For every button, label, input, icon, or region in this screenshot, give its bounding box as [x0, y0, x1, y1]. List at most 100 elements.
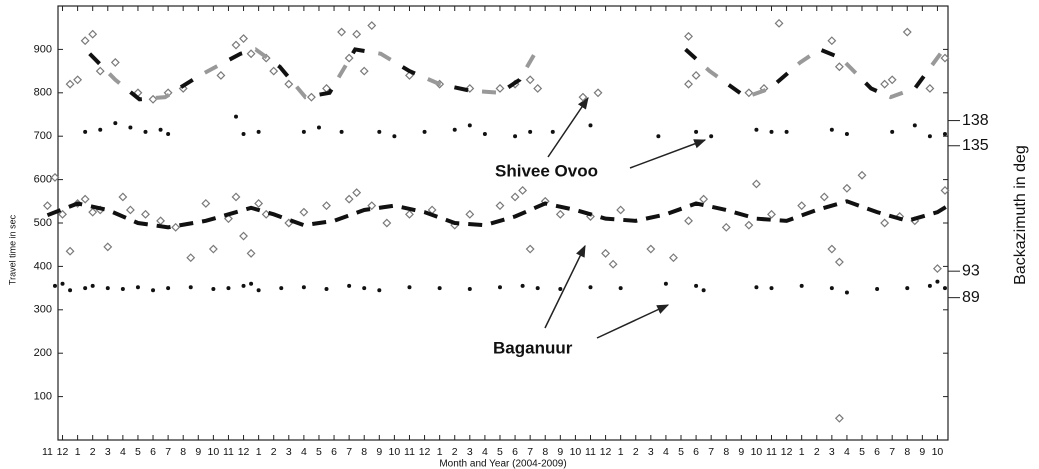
x-tick-label: 9: [919, 446, 925, 458]
x-tick-label: 1: [75, 446, 81, 458]
x-tick-label: 6: [874, 446, 880, 458]
point: [60, 281, 65, 286]
x-tick-label: 10: [751, 446, 763, 458]
point: [231, 192, 241, 202]
point: [42, 201, 52, 211]
point: [158, 127, 163, 132]
x-tick-label: 9: [376, 446, 382, 458]
point: [284, 79, 294, 89]
point: [367, 21, 377, 30]
x-tick-label: 4: [663, 446, 669, 458]
point: [608, 259, 618, 269]
x-tick-label: 1: [437, 446, 443, 458]
point: [550, 129, 555, 134]
point: [774, 18, 784, 28]
point: [407, 285, 412, 290]
point: [656, 134, 661, 139]
x-tick-label: 5: [497, 446, 503, 458]
point: [593, 88, 603, 98]
point: [467, 123, 472, 128]
x-tick-label: 11: [42, 446, 53, 458]
point: [616, 205, 626, 215]
y2-axis-label: Backazimuth in deg: [1012, 145, 1029, 285]
point: [940, 186, 950, 195]
point: [942, 286, 947, 291]
x-tick-label: 12: [600, 446, 612, 458]
point: [701, 288, 706, 293]
x-tick-label: 12: [57, 446, 69, 458]
arrow: [629, 139, 707, 169]
x-tick-label: 4: [844, 446, 850, 458]
point: [68, 288, 73, 293]
point: [784, 129, 789, 134]
point: [208, 244, 218, 254]
point: [510, 192, 520, 202]
point: [797, 201, 807, 211]
x-tick-label: 8: [904, 446, 910, 458]
point: [887, 75, 897, 85]
point: [239, 34, 248, 43]
point: [166, 286, 171, 291]
point: [465, 84, 475, 93]
point: [533, 84, 543, 93]
point: [58, 209, 67, 219]
point: [120, 286, 125, 291]
point: [254, 199, 264, 208]
point: [588, 285, 593, 290]
x-tick-label: 7: [527, 446, 533, 458]
y2-tick-label: 89: [962, 289, 980, 306]
point: [279, 286, 284, 291]
x-tick-label: 5: [678, 446, 684, 458]
point: [105, 286, 110, 291]
point: [256, 288, 261, 293]
x-tick-label: 3: [829, 446, 835, 458]
arrow: [547, 97, 589, 158]
point: [646, 244, 656, 254]
point: [751, 179, 761, 189]
point: [392, 134, 397, 139]
arrow: [596, 304, 670, 339]
point: [834, 257, 844, 267]
point: [118, 192, 128, 202]
x-axis-label: Month and Year (2004-2009): [439, 459, 566, 469]
point: [495, 84, 505, 93]
x-tick-label: 5: [859, 446, 865, 458]
point: [844, 132, 849, 137]
point: [799, 283, 804, 288]
point: [890, 129, 895, 134]
point: [301, 129, 306, 134]
annotation: Shivee Ovoo: [495, 161, 598, 180]
point: [65, 79, 75, 89]
point: [880, 79, 890, 89]
point: [347, 283, 352, 288]
point: [226, 286, 231, 291]
y2-tick-label: 93: [962, 262, 980, 279]
point: [497, 285, 502, 290]
point: [246, 49, 256, 59]
x-tick-label: 9: [738, 446, 744, 458]
point: [141, 209, 150, 219]
point: [669, 253, 678, 263]
point: [256, 129, 261, 134]
point: [767, 209, 776, 219]
point: [684, 216, 693, 226]
x-tick-label: 12: [781, 446, 793, 458]
point: [128, 125, 133, 130]
point: [744, 88, 754, 98]
point: [269, 66, 279, 76]
point: [827, 36, 837, 46]
point: [88, 207, 98, 217]
model-curve: [88, 47, 943, 102]
point: [52, 283, 57, 288]
point: [306, 92, 316, 102]
point: [769, 129, 774, 134]
point: [73, 75, 83, 85]
point: [932, 264, 942, 274]
y-tick-label: 100: [34, 391, 52, 403]
point: [663, 281, 668, 286]
point: [819, 192, 829, 202]
point: [231, 40, 241, 50]
point: [98, 127, 103, 132]
point: [829, 127, 834, 132]
